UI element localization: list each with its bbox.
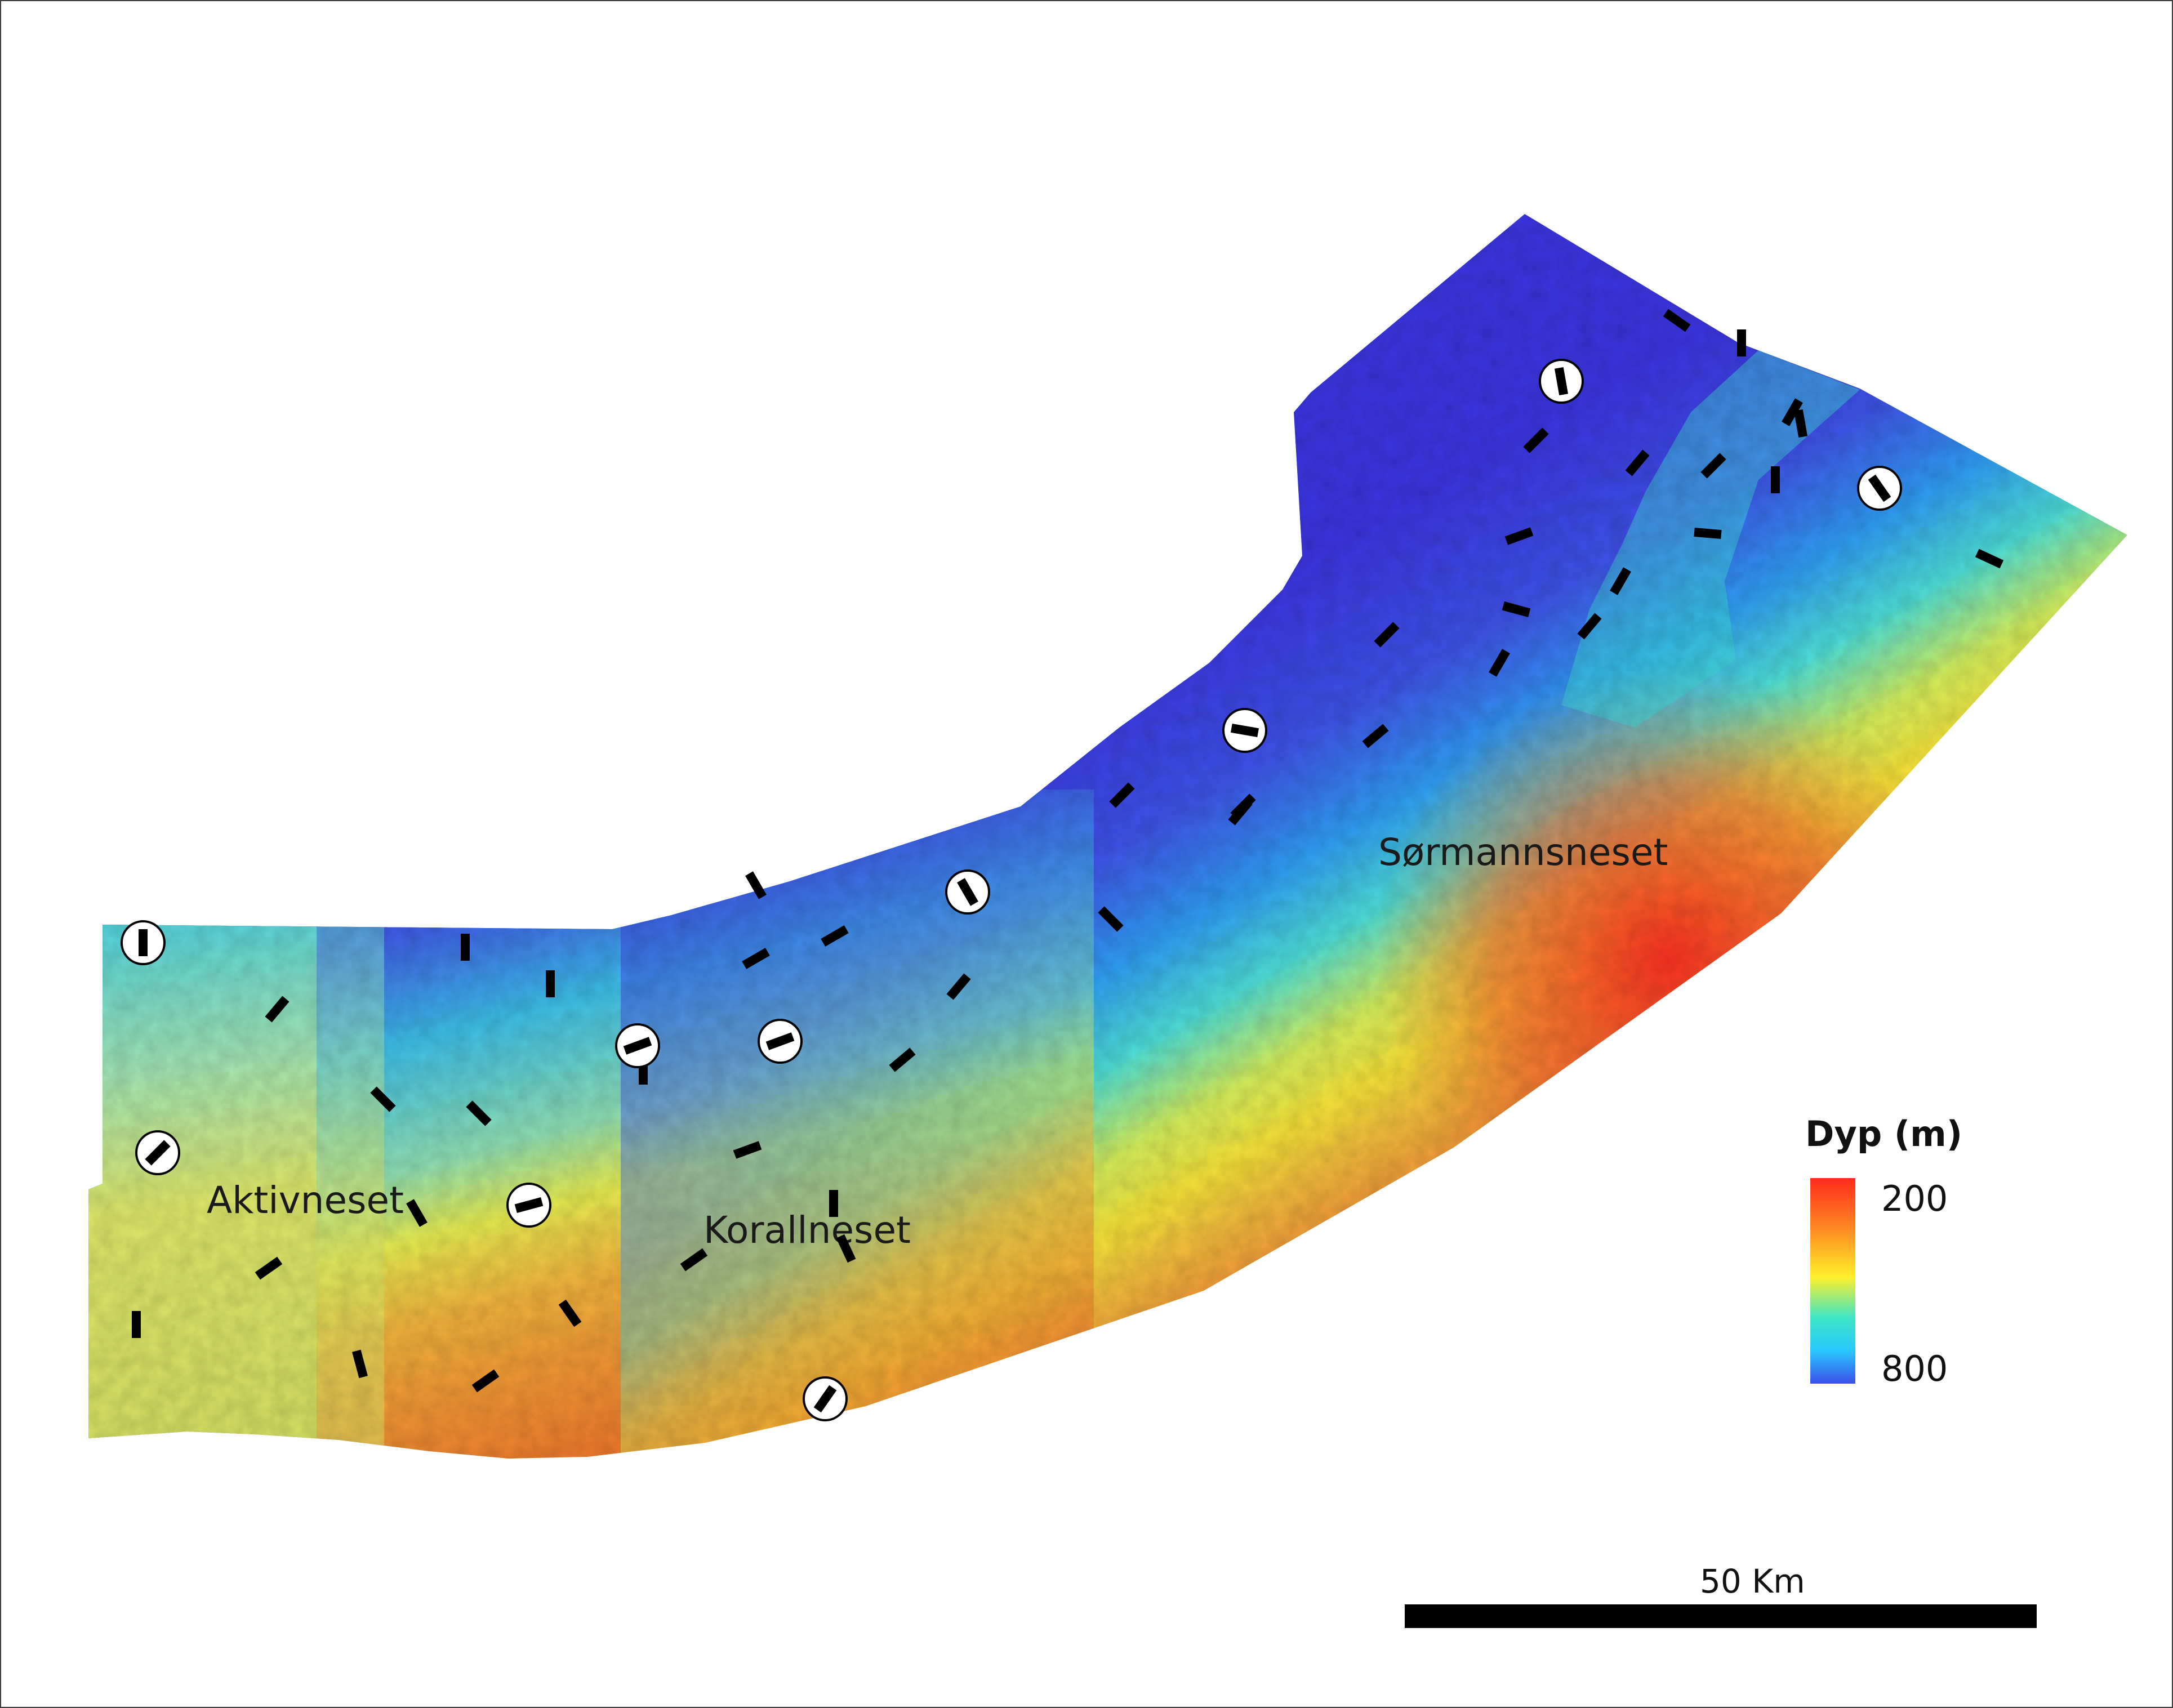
scale-bar-label: 50 Km <box>1700 1562 1805 1600</box>
dash-marker <box>745 871 767 899</box>
station-marker <box>1857 466 1902 511</box>
dash-marker <box>1577 613 1602 640</box>
station-marker <box>803 1376 848 1421</box>
station-marker <box>945 869 990 915</box>
station-marker <box>506 1183 551 1228</box>
dash-marker <box>1663 309 1691 332</box>
dash-marker <box>1374 622 1400 648</box>
dash-marker <box>546 970 555 997</box>
dash-marker <box>1782 398 1803 426</box>
dash-marker <box>733 1141 762 1159</box>
dash-marker <box>1504 527 1534 545</box>
place-label-sormannsneset: Sørmannsneset <box>1378 831 1668 874</box>
dash-marker <box>836 1234 856 1263</box>
dash-marker <box>406 1199 428 1227</box>
station-bar <box>957 878 978 906</box>
dash-marker <box>1700 453 1726 479</box>
station-markers <box>121 359 1902 1421</box>
station-bar <box>813 1385 837 1413</box>
dash-marker <box>461 934 470 961</box>
place-label-aktivneset: Aktivneset <box>207 1179 404 1222</box>
station-bar <box>765 1032 795 1050</box>
legend-max-label: 200 <box>1881 1178 1948 1219</box>
legend-min-label: 800 <box>1881 1348 1948 1389</box>
dash-marker <box>680 1248 708 1272</box>
dash-marker <box>1502 601 1531 617</box>
sample-dash-markers <box>132 309 2004 1393</box>
station-marker <box>615 1023 660 1068</box>
dash-marker <box>471 1369 500 1393</box>
dash-marker <box>889 1047 916 1072</box>
station-marker <box>758 1019 803 1064</box>
station-marker <box>135 1130 180 1175</box>
dash-marker <box>1362 724 1389 748</box>
dash-marker <box>466 1100 492 1126</box>
legend-color-ramp <box>1810 1178 1855 1384</box>
place-label-korallneset: Korallneset <box>703 1208 911 1252</box>
station-bar <box>145 1140 171 1166</box>
dash-marker <box>1625 449 1650 476</box>
station-bar <box>623 1037 652 1055</box>
dash-marker <box>1771 466 1780 493</box>
station-bar <box>1230 723 1259 738</box>
dash-marker <box>370 1086 396 1112</box>
dash-marker <box>1793 409 1808 438</box>
scale-bar-line <box>1405 1604 2037 1628</box>
depth-legend: Dyp (m) 200 800 <box>1805 1113 1962 1389</box>
dash-marker <box>1737 329 1746 356</box>
dash-marker <box>255 1256 283 1280</box>
dash-marker <box>1230 793 1256 819</box>
dash-marker <box>1098 906 1124 932</box>
dash-marker <box>821 925 849 947</box>
station-bar <box>139 929 148 956</box>
dash-marker <box>829 1190 838 1217</box>
station-marker <box>121 920 166 965</box>
dash-marker <box>1694 527 1722 539</box>
dash-marker <box>1523 427 1549 453</box>
scale-bar: 50 Km <box>1405 1562 2037 1628</box>
dash-marker <box>352 1349 368 1379</box>
dash-marker <box>1489 649 1510 677</box>
dash-marker <box>265 996 290 1023</box>
dash-marker <box>1109 782 1135 808</box>
station-bar <box>514 1197 544 1213</box>
station-marker <box>1222 708 1267 753</box>
dash-marker <box>742 948 770 969</box>
dash-marker <box>558 1299 582 1327</box>
dash-marker <box>1975 548 2004 569</box>
station-marker <box>1539 359 1584 404</box>
station-bar <box>1554 367 1569 396</box>
legend-title: Dyp (m) <box>1805 1113 1962 1154</box>
dash-marker <box>1610 567 1631 595</box>
station-bar <box>1868 474 1891 502</box>
dash-marker <box>946 973 971 1000</box>
dash-marker <box>132 1311 141 1338</box>
